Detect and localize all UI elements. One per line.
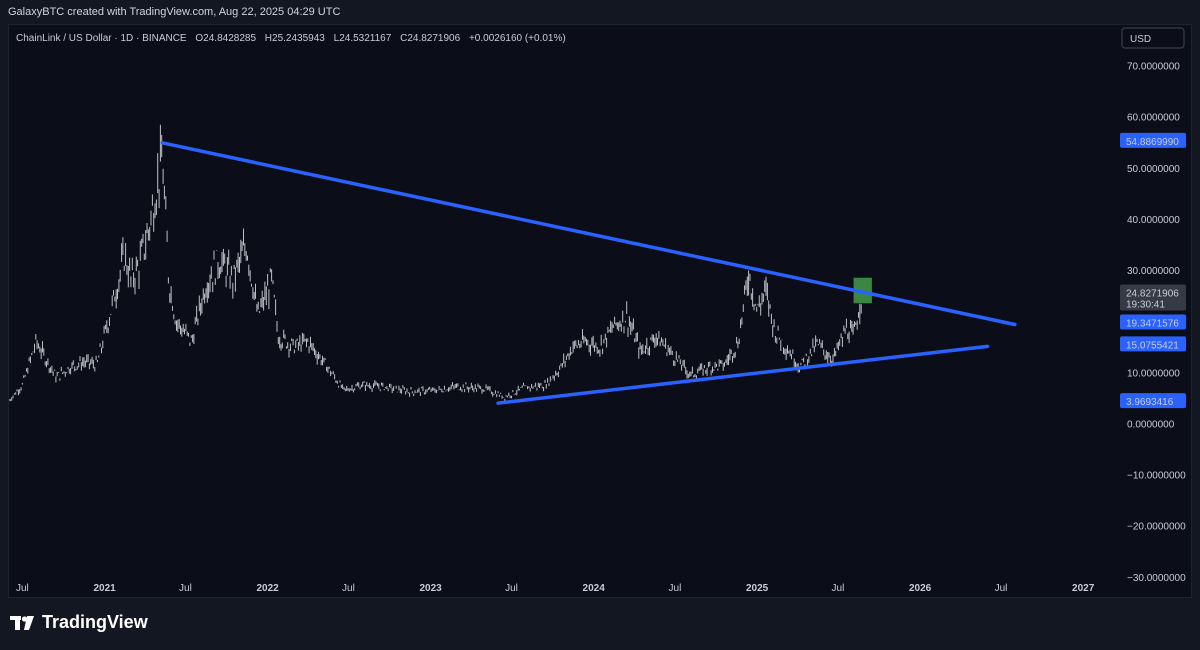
- chart-background: [9, 25, 1191, 597]
- low-value: 24.5321167: [339, 33, 392, 44]
- currency-button[interactable]: USD: [1121, 27, 1185, 49]
- x-tick-label: 2022: [256, 583, 279, 594]
- y-tick-label: 30.0000000: [1127, 266, 1180, 277]
- attribution-text: GalaxyBTC created with TradingView.com, …: [8, 6, 341, 18]
- x-tick-label: 2025: [746, 583, 769, 594]
- footer-bar: TradingView: [0, 598, 1200, 650]
- trendline-upper: [160, 141, 1017, 327]
- tradingview-logo[interactable]: TradingView: [10, 612, 148, 633]
- close-label: C: [400, 33, 407, 44]
- brand-name: TradingView: [42, 612, 148, 632]
- x-tick-label: Jul: [179, 583, 192, 594]
- chart-panel[interactable]: ChainLink / US Dollar · 1D · BINANCE O24…: [8, 24, 1192, 598]
- change-value: +0.0026160 (+0.01%): [469, 33, 566, 44]
- tag-upper-line-end-bg: [1120, 314, 1186, 330]
- low-label: L: [334, 33, 340, 44]
- price-candles: [8, 124, 862, 402]
- y-tick-label: 0.0000000: [1127, 419, 1175, 430]
- last-price-tag: 24.8271906: [1126, 288, 1179, 299]
- currency-label[interactable]: USD: [1130, 34, 1151, 45]
- tag-lower-line-end: 15.0755421: [1126, 340, 1179, 351]
- tag-upper-line-end: 19.3471576: [1126, 319, 1179, 330]
- x-tick-label: Jul: [505, 583, 518, 594]
- y-tick-label: 70.0000000: [1127, 62, 1180, 73]
- last-price-tag-bg: [1120, 284, 1186, 311]
- high-label: H: [265, 33, 272, 44]
- attribution-header: GalaxyBTC created with TradingView.com, …: [0, 0, 1200, 24]
- symbol-name: ChainLink / US Dollar · 1D · BINANCE: [16, 33, 187, 44]
- y-tick-label: 10.0000000: [1127, 368, 1180, 379]
- x-tick-label: 2024: [583, 583, 606, 594]
- countdown-tag: 19:30:41: [1126, 299, 1165, 310]
- price-chart[interactable]: ChainLink / US Dollar · 1D · BINANCE O24…: [8, 25, 1191, 597]
- tag-top-line-bg: [1120, 132, 1186, 148]
- high-value: 25.2435943: [272, 33, 325, 44]
- x-tick-label: 2023: [419, 583, 442, 594]
- tag-top-line: 54.8869990: [1126, 137, 1179, 148]
- y-tick-label: 60.0000000: [1127, 113, 1180, 124]
- open-value: 24.8428285: [203, 33, 256, 44]
- tag-lower-line-start-bg: [1120, 393, 1186, 409]
- open-label: O: [195, 33, 203, 44]
- y-tick-label: 40.0000000: [1127, 215, 1180, 226]
- x-tick-label: 2026: [909, 583, 932, 594]
- x-tick-label: Jul: [342, 583, 355, 594]
- x-tick-label: Jul: [832, 583, 845, 594]
- trendline-lower: [496, 344, 990, 405]
- x-tick-label: Jul: [995, 583, 1008, 594]
- ohlc-legend: ChainLink / US Dollar · 1D · BINANCE O24…: [16, 33, 566, 44]
- tradingview-logo-icon: [10, 615, 34, 630]
- x-tick-label: 2021: [93, 583, 116, 594]
- close-value: 24.8271906: [407, 33, 460, 44]
- x-axis: Jul 2021 Jul 2022 Jul 2023 Jul 2024 Jul 2025 Jul 20…: [16, 583, 1095, 594]
- y-axis: 70.0000000 60.0000000 50.0000000 40.0000000…: [1127, 62, 1186, 584]
- x-tick-label: Jul: [16, 583, 29, 594]
- x-tick-label: 2027: [1072, 583, 1095, 594]
- price-tags: 54.8869990 19.3471576 15.0755421 3.9693416 2…: [1120, 132, 1186, 409]
- y-tick-label: −20.0000000: [1127, 522, 1186, 533]
- price-series: [8, 124, 862, 402]
- tag-lower-line-start: 3.9693416: [1126, 397, 1174, 408]
- y-tick-label: −10.0000000: [1127, 471, 1186, 482]
- x-tick-label: Jul: [669, 583, 682, 594]
- tag-lower-line-end-bg: [1120, 336, 1186, 352]
- y-tick-label: −30.0000000: [1127, 573, 1186, 584]
- y-tick-label: 50.0000000: [1127, 164, 1180, 175]
